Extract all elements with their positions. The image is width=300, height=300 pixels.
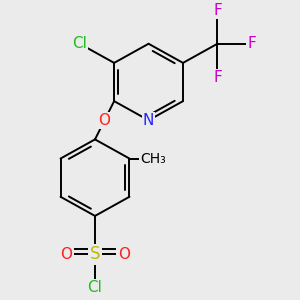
Text: O: O [99,113,111,128]
Text: Cl: Cl [72,36,87,51]
Text: O: O [60,247,72,262]
Text: F: F [213,3,222,18]
Text: F: F [213,70,222,85]
Text: S: S [90,245,100,263]
Text: O: O [118,247,130,262]
Text: CH₃: CH₃ [140,152,166,166]
Text: N: N [143,113,154,128]
Text: F: F [248,36,256,51]
Text: Cl: Cl [88,280,102,295]
